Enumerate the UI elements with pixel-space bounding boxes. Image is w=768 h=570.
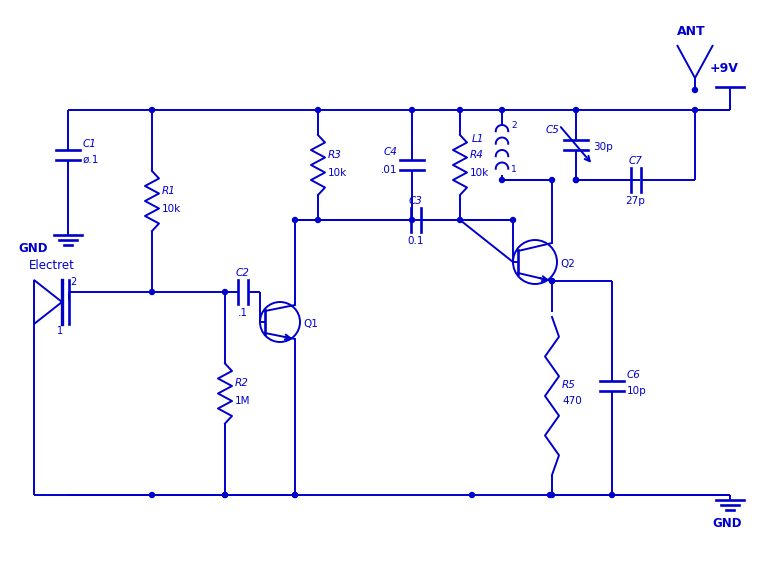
Circle shape (511, 218, 515, 222)
Text: C3: C3 (409, 196, 422, 206)
Text: 1M: 1M (235, 397, 250, 406)
Text: C2: C2 (236, 268, 250, 278)
Circle shape (150, 290, 154, 295)
Text: R2: R2 (235, 378, 249, 389)
Circle shape (293, 492, 297, 498)
Text: C7: C7 (628, 156, 643, 166)
Circle shape (409, 218, 415, 222)
Text: R5: R5 (562, 380, 576, 390)
Text: 470: 470 (562, 396, 581, 406)
Text: .01: .01 (380, 165, 397, 175)
Text: R3: R3 (328, 150, 342, 160)
Circle shape (574, 177, 578, 182)
Circle shape (223, 492, 227, 498)
Circle shape (150, 492, 154, 498)
Circle shape (316, 218, 320, 222)
Circle shape (549, 279, 554, 283)
Text: ø.1: ø.1 (83, 155, 99, 165)
Circle shape (150, 108, 154, 112)
Circle shape (549, 177, 554, 182)
Text: Electret: Electret (29, 259, 74, 272)
Circle shape (549, 492, 554, 498)
Text: C4: C4 (383, 147, 397, 157)
Text: .1: .1 (237, 308, 247, 318)
Text: C1: C1 (83, 139, 97, 149)
Text: L1: L1 (472, 134, 484, 144)
Text: C5: C5 (545, 125, 559, 135)
Text: 10k: 10k (162, 204, 181, 214)
Text: 1: 1 (511, 165, 517, 174)
Circle shape (693, 88, 697, 92)
Circle shape (499, 108, 505, 112)
Circle shape (409, 108, 415, 112)
Text: Q2: Q2 (560, 259, 575, 269)
Text: 30p: 30p (593, 142, 613, 152)
Text: GND: GND (712, 517, 741, 530)
Text: 10k: 10k (470, 168, 489, 178)
Text: +9V: +9V (710, 62, 739, 75)
Circle shape (293, 492, 297, 498)
Circle shape (223, 290, 227, 295)
Text: 1: 1 (57, 326, 63, 336)
Circle shape (610, 492, 614, 498)
Text: C6: C6 (627, 369, 641, 380)
Text: 2: 2 (511, 121, 517, 130)
Circle shape (548, 492, 552, 498)
Circle shape (693, 108, 697, 112)
Circle shape (293, 218, 297, 222)
Circle shape (499, 177, 505, 182)
Circle shape (458, 218, 462, 222)
Text: R4: R4 (470, 150, 484, 160)
Circle shape (458, 108, 462, 112)
Circle shape (469, 492, 475, 498)
Text: 0.1: 0.1 (407, 236, 424, 246)
Text: R1: R1 (162, 186, 176, 196)
Text: GND: GND (18, 242, 48, 255)
Circle shape (549, 279, 554, 283)
Circle shape (574, 108, 578, 112)
Text: Q1: Q1 (303, 319, 318, 329)
Circle shape (574, 177, 578, 182)
Circle shape (223, 492, 227, 498)
Text: 2: 2 (70, 277, 76, 287)
Circle shape (316, 108, 320, 112)
Text: 10k: 10k (328, 168, 347, 178)
Text: ANT: ANT (677, 25, 706, 38)
Text: 27p: 27p (626, 196, 645, 206)
Text: 10p: 10p (627, 385, 647, 396)
